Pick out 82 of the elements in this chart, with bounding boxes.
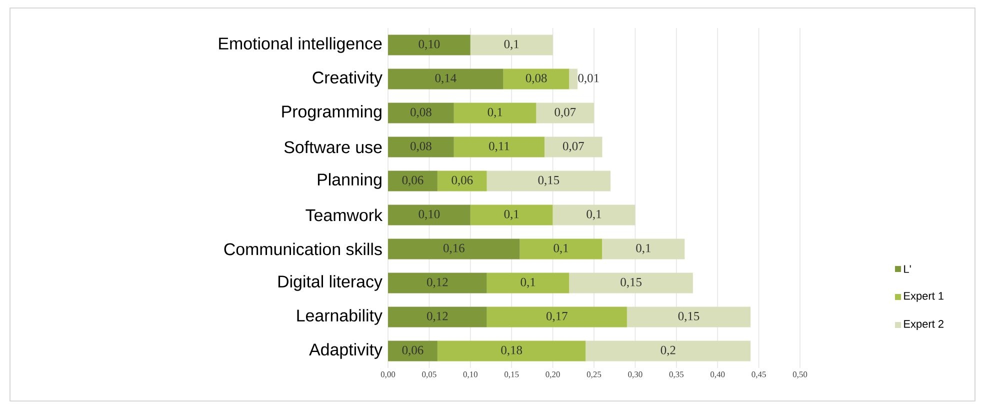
bar <box>388 136 454 158</box>
bar <box>486 170 610 192</box>
data-label: 0,1 <box>488 108 502 118</box>
bar <box>454 102 536 124</box>
data-label: 0,06 <box>402 346 424 356</box>
legend-label: Expert 1 <box>904 292 944 302</box>
x-tick-label: 0,15 <box>504 372 519 378</box>
y-tick-label: Adaptivity <box>309 343 382 359</box>
bar <box>470 34 553 56</box>
bar <box>569 68 578 90</box>
data-label: 0,12 <box>427 312 448 322</box>
data-label: 0,12 <box>427 278 448 288</box>
data-label: 0,1 <box>504 40 519 50</box>
x-tick-label: 0,25 <box>586 372 602 378</box>
data-label: 0,08 <box>526 74 547 84</box>
bar <box>626 306 751 328</box>
bar <box>454 136 545 158</box>
x-tick-label: 0,10 <box>463 372 478 378</box>
y-tick-label: Planning <box>318 173 382 189</box>
data-label: 0,1 <box>554 244 568 254</box>
bar <box>536 102 594 124</box>
data-label: 0,10 <box>418 210 440 220</box>
bar <box>388 34 470 56</box>
bar <box>544 136 602 158</box>
bar <box>388 306 487 328</box>
data-label: 0,2 <box>660 346 676 356</box>
x-tick-label: 0,50 <box>792 372 808 378</box>
x-tick-label: 0,20 <box>546 372 560 378</box>
bar <box>437 170 487 192</box>
bar <box>569 272 693 294</box>
bar <box>437 340 586 362</box>
data-label: 0,06 <box>402 176 424 186</box>
data-label: 0,06 <box>452 176 473 186</box>
y-tick-label: Digital literacy <box>278 275 382 291</box>
legend-label: L' <box>904 265 911 273</box>
data-label: 0,14 <box>435 74 456 84</box>
bar <box>388 170 438 192</box>
bar <box>388 272 487 294</box>
bar <box>388 68 504 90</box>
y-tick-label: Creativity <box>312 71 382 87</box>
x-tick-label: 0,05 <box>422 372 436 378</box>
data-label: 0,1 <box>636 244 650 254</box>
bar <box>520 238 602 260</box>
bar <box>503 68 570 90</box>
bar <box>602 238 685 260</box>
legend-label: Expert 2 <box>904 320 944 330</box>
x-tick-label: 0,45 <box>752 372 766 378</box>
data-label: 0,17 <box>546 312 568 322</box>
bar <box>586 340 751 362</box>
data-label: 0,07 <box>562 142 584 152</box>
data-label: 0,08 <box>410 108 432 118</box>
bar <box>388 102 454 124</box>
y-tick-label: Teamwork <box>306 208 383 222</box>
data-label: 0,1 <box>504 210 519 220</box>
y-tick-label: Software use <box>284 140 382 154</box>
data-label: 0,1 <box>520 278 536 288</box>
y-tick-label: Communication skills <box>224 242 382 256</box>
x-tick-label: 0,35 <box>669 372 684 378</box>
data-label: 0,01 <box>578 74 599 84</box>
bar <box>486 306 627 328</box>
bar <box>388 340 438 362</box>
x-tick-label: 0,00 <box>380 372 396 378</box>
y-tick-label: Emotional intelligence <box>219 37 382 53</box>
x-tick-label: 0,40 <box>710 372 725 378</box>
y-tick-label: Learnability <box>297 309 382 325</box>
bar <box>486 272 570 294</box>
y-tick-label: Programming <box>282 105 382 121</box>
data-label: 0,16 <box>444 244 464 254</box>
data-label: 0,11 <box>489 142 510 152</box>
bar <box>552 204 636 226</box>
bar <box>470 204 553 226</box>
x-tick-label: 0,30 <box>628 372 642 378</box>
data-label: 0,18 <box>501 346 522 356</box>
data-label: 0,1 <box>586 210 602 220</box>
bar <box>388 204 470 226</box>
data-label: 0,07 <box>554 108 576 118</box>
data-label: 0,08 <box>410 142 432 152</box>
data-label: 0,10 <box>418 40 440 50</box>
data-label: 0,15 <box>620 278 642 288</box>
bar <box>388 238 520 260</box>
data-label: 0,15 <box>678 312 700 322</box>
data-label: 0,15 <box>538 176 560 186</box>
